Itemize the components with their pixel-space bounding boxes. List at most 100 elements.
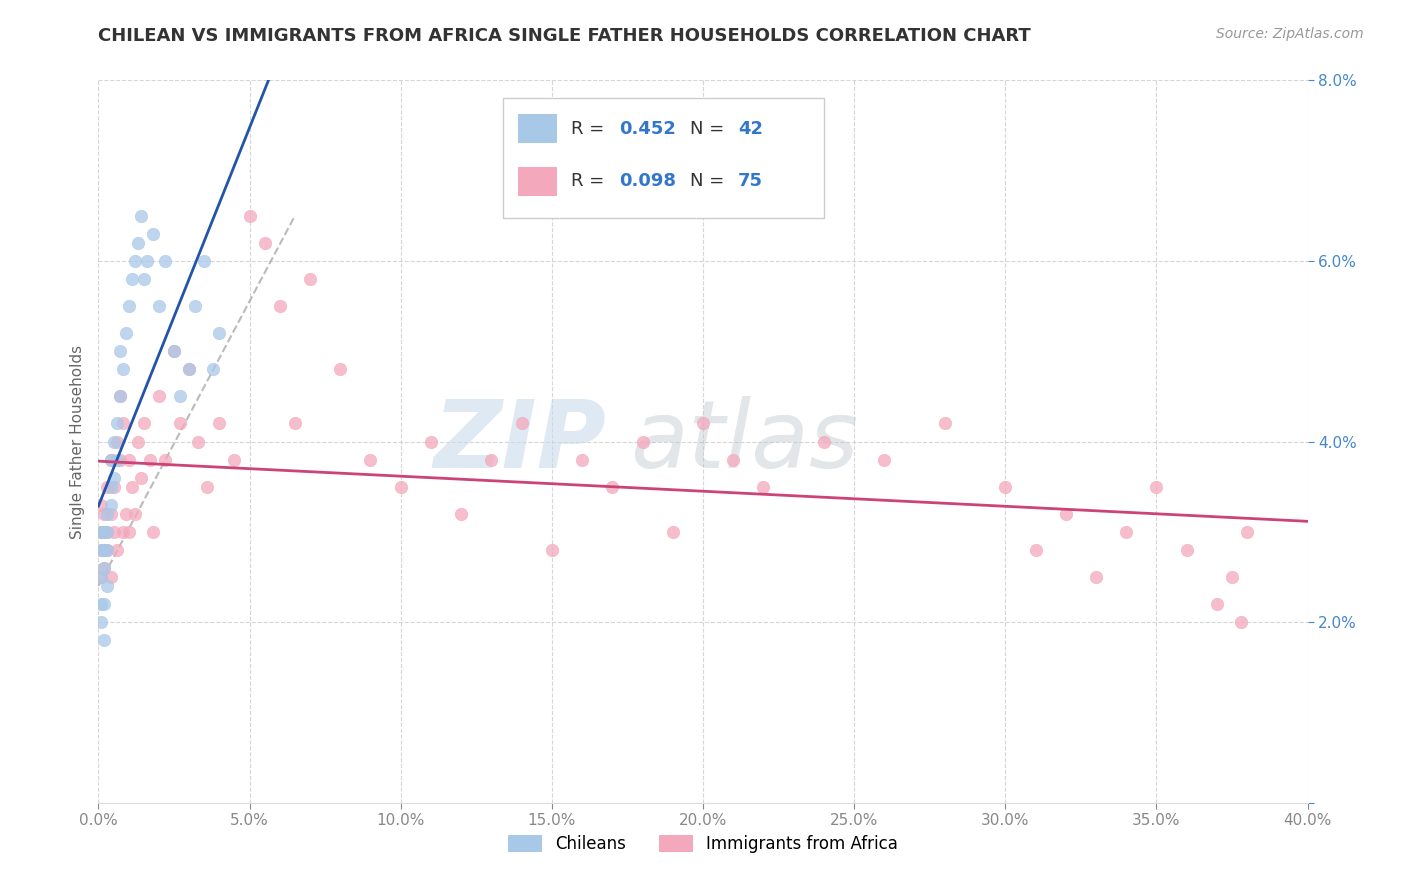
Point [105,417,128,431]
Text: ZIP: ZIP [433,395,606,488]
Point [93,597,115,611]
Point [100,452,122,467]
Point [169,389,191,403]
Point [90,570,112,584]
Point [121,480,143,494]
Point [93,542,115,557]
Point [93,507,115,521]
Point [994,480,1017,494]
Point [873,452,896,467]
Point [96,480,118,494]
Point [129,209,152,223]
Point [193,253,215,268]
Point [96,542,118,557]
Point [108,452,131,467]
Point [129,471,152,485]
Point [96,524,118,539]
Point [329,362,352,376]
Point [90,524,112,539]
Point [100,452,122,467]
Point [96,507,118,521]
Point [631,434,654,449]
Point [127,434,149,449]
Point [179,362,201,376]
Text: atlas: atlas [630,396,859,487]
Point [571,452,593,467]
Point [100,507,122,521]
Point [105,434,128,449]
Point [1024,542,1046,557]
Text: 75: 75 [738,172,763,190]
Point [90,542,112,557]
Point [299,272,322,286]
Point [1085,570,1108,584]
Point [127,235,149,250]
Point [124,253,146,268]
Point [111,362,134,376]
Point [153,452,176,467]
Point [90,524,112,539]
Point [90,597,112,611]
Point [108,344,131,359]
Point [142,227,165,241]
Point [184,299,207,313]
Point [103,480,125,494]
Point [481,452,503,467]
Point [169,417,191,431]
Point [148,389,170,403]
Point [360,452,382,467]
Point [142,524,165,539]
Point [692,417,714,431]
Text: R =: R = [571,172,610,190]
Text: 0.098: 0.098 [620,172,676,190]
Point [179,362,201,376]
Point [153,253,176,268]
Point [239,209,262,223]
Point [163,344,186,359]
Point [118,452,141,467]
Point [90,570,112,584]
Point [163,344,186,359]
Point [224,452,246,467]
Point [93,524,115,539]
Point [1220,570,1243,584]
Point [90,498,112,512]
Point [813,434,835,449]
FancyBboxPatch shape [503,98,824,218]
Point [93,561,115,575]
Point [1236,524,1258,539]
Point [661,524,683,539]
Point [389,480,412,494]
Point [114,326,136,340]
Point [1144,480,1167,494]
Point [208,417,231,431]
Point [100,570,122,584]
Text: N =: N = [690,120,730,137]
Point [1206,597,1229,611]
Point [420,434,443,449]
Point [93,561,115,575]
Point [96,579,118,593]
Point [1115,524,1137,539]
Point [187,434,209,449]
Point [148,299,170,313]
Point [124,507,146,521]
Point [93,524,115,539]
Point [208,326,231,340]
Point [111,417,134,431]
Point [114,507,136,521]
Point [108,389,131,403]
FancyBboxPatch shape [517,114,557,143]
Point [284,417,307,431]
Point [100,480,122,494]
Point [253,235,276,250]
Point [103,434,125,449]
Point [105,452,128,467]
Point [1230,615,1253,630]
Point [132,272,155,286]
Text: Source: ZipAtlas.com: Source: ZipAtlas.com [1216,27,1364,41]
Text: CHILEAN VS IMMIGRANTS FROM AFRICA SINGLE FATHER HOUSEHOLDS CORRELATION CHART: CHILEAN VS IMMIGRANTS FROM AFRICA SINGLE… [98,27,1031,45]
Text: R =: R = [571,120,610,137]
Point [934,417,956,431]
Point [93,542,115,557]
